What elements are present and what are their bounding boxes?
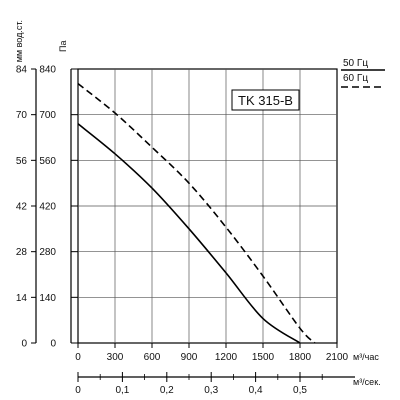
x2-tick-label: 0,4 (249, 385, 263, 396)
x2-tick-label: 0,1 (115, 385, 129, 396)
x-tick-label: 900 (181, 352, 198, 363)
y-inner-tick-label: 0 (50, 339, 56, 350)
y-outer-tick-label: 28 (16, 247, 28, 258)
y-inner-tick-label: 840 (39, 65, 56, 76)
legend: 50 Гц 60 Гц (341, 58, 385, 88)
x2-tick-label: 0 (75, 385, 81, 396)
x-tick-labels: 0 300 600 900 1200 1500 1800 2100 (75, 343, 349, 363)
x-tick-label: 1500 (252, 352, 275, 363)
x-axis-unit: м³/час (353, 352, 379, 362)
y-inner-tick-label: 140 (39, 293, 56, 304)
x-tick-label: 1200 (215, 352, 238, 363)
x-tick-label: 600 (144, 352, 161, 363)
x2-tick-label: 0,5 (293, 385, 307, 396)
y-outer-axis-title: мм вод.ст. (14, 20, 24, 62)
legend-label-50hz: 50 Гц (343, 58, 368, 69)
x2-axis-unit: м³/сек. (353, 377, 381, 387)
y-outer-tick-label: 14 (16, 293, 28, 304)
y-inner-tick-label: 700 (39, 110, 56, 121)
curve-60hz (77, 83, 316, 344)
y-outer-tick-label: 56 (16, 156, 28, 167)
model-label: TK 315-B (238, 93, 293, 108)
x-tick-label: 2100 (326, 352, 349, 363)
legend-label-60hz: 60 Гц (343, 73, 368, 84)
x-tick-label: 300 (107, 352, 124, 363)
curve-50hz (77, 123, 301, 344)
x-tick-label: 1800 (289, 352, 312, 363)
y-inner-tick-label: 280 (39, 247, 56, 258)
y-inner-axis-title: Па (58, 41, 68, 52)
x2-tick-labels: 0 0,1 0,2 0,3 0,4 0,5 (75, 372, 323, 396)
y-tick-labels: 0 0 140 14 280 28 420 42 560 56 700 70 840 84 (16, 65, 78, 350)
x-tick-label: 0 (75, 352, 81, 363)
x2-tick-label: 0,3 (204, 385, 218, 396)
model-label-box (231, 89, 300, 111)
y-outer-tick-label: 84 (16, 65, 28, 76)
y-inner-tick-label: 560 (39, 156, 56, 167)
y-outer-tick-label: 0 (21, 339, 27, 350)
y-outer-tick-label: 42 (16, 202, 28, 213)
grid (78, 69, 337, 343)
performance-curves (77, 83, 316, 344)
y-inner-tick-label: 420 (39, 202, 56, 213)
y-outer-tick-label: 70 (16, 110, 28, 121)
x2-tick-label: 0,2 (160, 385, 174, 396)
